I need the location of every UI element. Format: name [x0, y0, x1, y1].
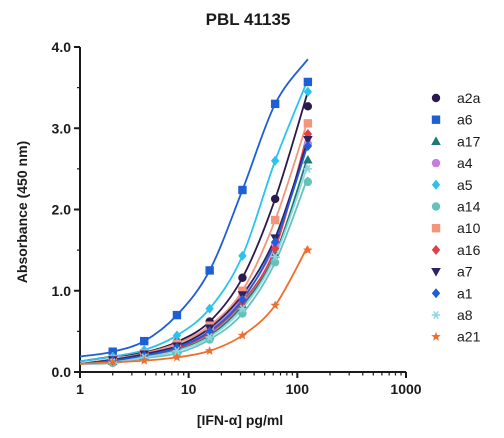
legend-item-a21: a21	[431, 329, 481, 345]
series-a8	[108, 164, 313, 367]
legend-marker-a21	[431, 331, 441, 341]
data-point-a7	[303, 136, 313, 145]
legend-marker-a8	[431, 310, 441, 320]
legend: a2a a6 a17 a4 a5 a14 a10 a16 a7 a1 a8 a21	[431, 90, 481, 345]
x-tick-label: 100	[286, 381, 310, 397]
data-point-a14	[303, 177, 313, 187]
y-tick-label: 3.0	[52, 120, 72, 136]
data-point-a16	[270, 243, 280, 254]
legend-label-a6: a6	[457, 112, 473, 128]
x-axis-label: [IFN-α] pg/ml	[197, 412, 283, 428]
legend-marker-a6	[431, 115, 441, 124]
legend-label-a7: a7	[457, 264, 473, 280]
data-point-a8	[205, 333, 214, 342]
legend-label-a17: a17	[457, 133, 481, 149]
y-tick-label: 4.0	[52, 39, 72, 55]
legend-label-a1: a1	[457, 285, 473, 301]
data-point-a5	[205, 303, 214, 314]
legend-item-a7: a7	[431, 264, 473, 280]
data-point-a2a	[270, 194, 280, 204]
data-point-a1	[172, 342, 182, 353]
data-point-a17	[303, 154, 313, 164]
legend-marker-a10	[431, 224, 441, 233]
legend-item-a5: a5	[431, 177, 473, 193]
data-point-a1	[238, 294, 247, 305]
chart-title: PBL 41135	[206, 10, 291, 29]
data-point-a21	[172, 352, 182, 362]
data-point-a8	[303, 164, 313, 173]
legend-item-a17: a17	[431, 133, 481, 149]
data-point-a21	[270, 300, 280, 310]
data-point-a21	[204, 345, 215, 355]
legend-item-a10: a10	[431, 220, 481, 236]
series-curve-a6	[79, 58, 309, 358]
legend-marker-a4	[431, 158, 441, 168]
data-point-a5	[270, 155, 280, 166]
legend-item-a14: a14	[431, 199, 481, 215]
legend-label-a10: a10	[457, 220, 481, 236]
data-point-a5	[238, 250, 247, 261]
legend-item-a8: a8	[431, 307, 473, 323]
data-point-a6	[270, 99, 280, 109]
data-point-a10	[270, 215, 280, 225]
y-tick-label: 2.0	[52, 202, 72, 218]
data-point-a8	[172, 346, 182, 355]
data-point-a5	[303, 86, 313, 97]
legend-marker-a14	[431, 202, 441, 211]
legend-label-a5: a5	[457, 177, 473, 193]
y-tick-label: 0.0	[52, 364, 72, 380]
data-point-a8	[238, 304, 247, 313]
data-point-a2a	[238, 273, 247, 282]
data-point-a21	[107, 357, 118, 367]
x-tick-label: 10	[181, 381, 197, 397]
data-point-a21	[139, 355, 149, 365]
x-tick-label: 1	[76, 381, 84, 397]
legend-label-a21: a21	[457, 329, 481, 345]
series-a1	[108, 141, 313, 366]
data-point-a1	[303, 141, 313, 152]
series-a6	[108, 77, 313, 356]
plot-area: 0.0 1.0 2.0 3.0 4.0 1 10 100 1000	[52, 39, 422, 397]
data-point-a1	[270, 237, 280, 247]
data-point-a6	[172, 310, 182, 320]
data-point-a5	[172, 330, 182, 341]
data-point-a6	[238, 185, 247, 195]
y-axis-label: Absorbance (450 nm)	[14, 141, 30, 283]
legend-marker-a7	[431, 268, 441, 277]
data-point-a10	[303, 119, 313, 128]
data-point-a6	[303, 77, 313, 87]
legend-label-a4: a4	[457, 155, 473, 171]
data-point-a14	[238, 309, 247, 318]
legend-label-a8: a8	[457, 307, 473, 323]
legend-item-a1: a1	[431, 285, 473, 301]
legend-label-a14: a14	[457, 199, 481, 215]
x-tick-label: 1000	[390, 381, 421, 397]
legend-label-a16: a16	[457, 242, 481, 258]
legend-item-a4: a4	[431, 155, 473, 171]
legend-marker-a5	[431, 179, 441, 190]
data-point-a21	[303, 245, 313, 255]
series-a21	[107, 245, 313, 367]
data-point-a2a	[303, 102, 313, 111]
data-point-a21	[237, 330, 248, 340]
legend-marker-a1	[431, 288, 441, 299]
legend-item-a6: a6	[431, 112, 473, 128]
legend-marker-a2a	[431, 93, 441, 103]
legend-item-a2a: a2a	[431, 90, 481, 106]
y-tick-label: 1.0	[52, 283, 72, 299]
data-point-a14	[270, 258, 280, 267]
data-point-a8	[270, 252, 280, 261]
data-point-a10	[238, 286, 247, 295]
legend-label-a2a: a2a	[457, 90, 481, 106]
legend-marker-a17	[431, 136, 441, 145]
legend-marker-a16	[431, 244, 441, 255]
data-point-a6	[205, 266, 214, 275]
legend-item-a16: a16	[431, 242, 481, 258]
series-curve-a2a	[79, 91, 309, 363]
data-point-a6	[140, 336, 149, 346]
